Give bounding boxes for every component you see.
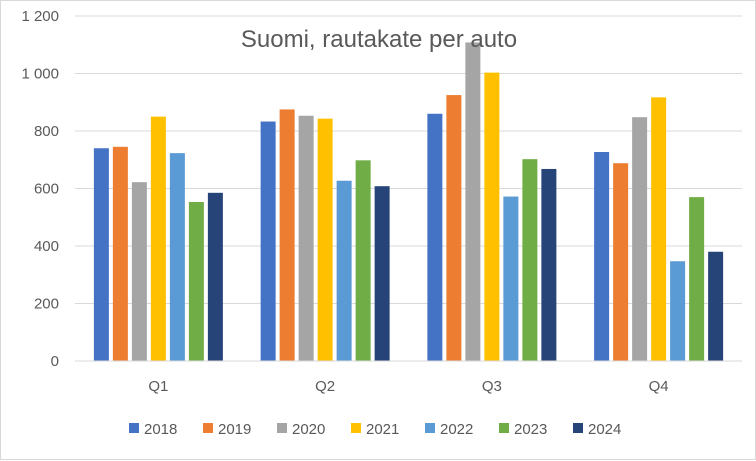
bar-2020-Q4 (632, 117, 648, 361)
legend-swatch-2022 (425, 423, 435, 433)
y-tick-label: 1 200 (21, 8, 59, 25)
legend-swatch-2020 (277, 423, 287, 433)
legend-label-2022: 2022 (440, 421, 473, 438)
x-tick-label: Q1 (148, 378, 168, 395)
bar-2022-Q2 (336, 180, 352, 361)
bar-2018-Q1 (93, 148, 109, 361)
chart-title: Suomi, rautakate per auto (241, 26, 517, 53)
bar-2020-Q3 (465, 42, 481, 361)
legend-label-2018: 2018 (144, 421, 177, 438)
y-tick-label: 800 (34, 123, 59, 140)
bar-2019-Q3 (446, 95, 462, 361)
y-tick-label: 600 (34, 181, 59, 198)
legend-swatch-2021 (351, 423, 361, 433)
y-tick-label: 400 (34, 238, 59, 255)
y-tick-label: 1 000 (21, 66, 59, 83)
bar-2019-Q2 (279, 109, 295, 361)
legend-swatch-2019 (203, 423, 213, 433)
bar-2019-Q4 (613, 163, 629, 361)
bar-2021-Q2 (317, 118, 333, 361)
legend-swatch-2023 (499, 423, 509, 433)
y-tick-label: 0 (51, 353, 59, 370)
bar-2022-Q1 (169, 153, 185, 361)
y-tick-label: 200 (34, 296, 59, 313)
bar-2021-Q4 (651, 97, 667, 362)
bar-2021-Q3 (484, 72, 500, 361)
gridlines (75, 15, 742, 304)
bar-2024-Q4 (708, 251, 724, 361)
bar-2020-Q1 (131, 182, 147, 361)
bar-2023-Q1 (188, 202, 204, 361)
legend: 2018 2019 2020 2021 2022 2023 2024 (129, 421, 621, 438)
legend-label-2023: 2023 (514, 421, 547, 438)
bar-2018-Q4 (594, 151, 610, 361)
x-tick-label: Q2 (315, 378, 335, 395)
legend-label-2019: 2019 (218, 421, 251, 438)
bar-2018-Q3 (427, 113, 443, 361)
bar-2022-Q3 (503, 196, 519, 361)
legend-label-2024: 2024 (588, 421, 621, 438)
bar-2023-Q2 (355, 160, 371, 361)
bar-2022-Q4 (670, 261, 686, 361)
bar-2024-Q1 (207, 192, 223, 361)
legend-swatch-2024 (573, 423, 583, 433)
x-tick-label: Q4 (649, 378, 669, 395)
x-tick-label: Q3 (482, 378, 502, 395)
legend-label-2021: 2021 (366, 421, 399, 438)
bar-2024-Q2 (374, 186, 390, 361)
bar-2018-Q2 (260, 121, 276, 361)
bar-2020-Q2 (298, 115, 314, 361)
bar-2021-Q1 (150, 116, 166, 361)
legend-label-2020: 2020 (292, 421, 325, 438)
bar-2024-Q3 (541, 168, 557, 361)
bars (93, 42, 724, 362)
axes: 0 200 400 600 800 1 000 1 200 Q1 Q2 Q3 Q4 (21, 8, 742, 395)
bar-2019-Q1 (112, 146, 128, 361)
legend-swatch-2018 (129, 423, 139, 433)
bar-2023-Q3 (522, 159, 538, 361)
bar-2023-Q4 (689, 197, 705, 361)
